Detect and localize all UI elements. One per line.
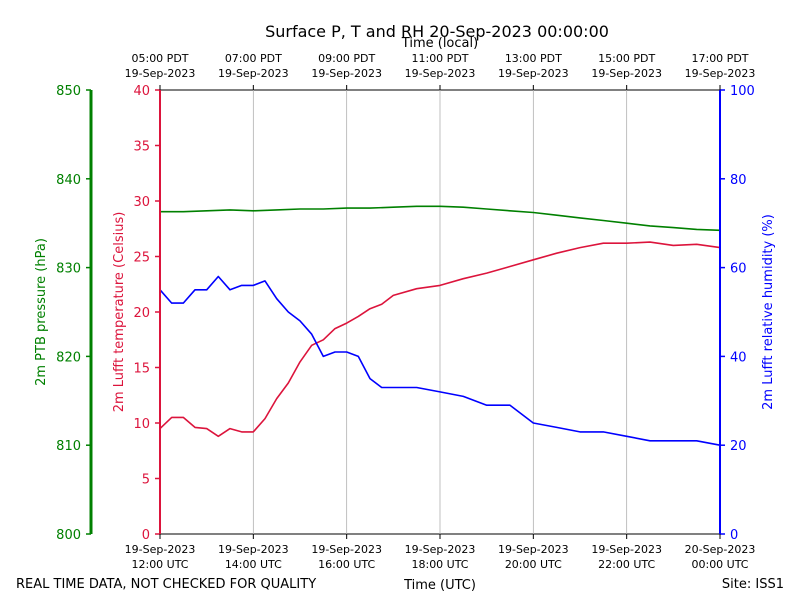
humidity-tick-label: 80: [730, 173, 747, 188]
x-bottom-tick-time: 16:00 UTC: [318, 558, 375, 571]
temperature-tick-label: 15: [133, 362, 150, 377]
x-bottom-tick-date: 19-Sep-2023: [218, 543, 289, 556]
pressure-tick-label: 840: [56, 173, 81, 188]
x-top-tick-time: 09:00 PDT: [318, 52, 375, 65]
pressure-tick-label: 810: [56, 439, 81, 454]
temperature-tick-label: 0: [142, 528, 150, 543]
x-top-tick-time: 13:00 PDT: [505, 52, 562, 65]
pressure-axis-label: 2m PTB pressure (hPa): [34, 238, 49, 386]
humidity-tick-label: 40: [730, 350, 747, 365]
x-bottom-tick-time: 00:00 UTC: [691, 558, 748, 571]
humidity-tick-label: 100: [730, 84, 755, 99]
tick-layer: 800 810 820 830 840 850 0 5 10 15 20 25 30 35 40 0 20 40 6…: [56, 52, 755, 571]
x-bottom-tick-date: 19-Sep-2023: [591, 543, 662, 556]
humidity-tick-label: 0: [730, 528, 738, 543]
x-bottom-tick-time: 20:00 UTC: [505, 558, 562, 571]
temperature-axis-label: 2m Lufft temperature (Celsius): [112, 212, 127, 413]
top-axis-label: Time (local): [401, 36, 478, 51]
humidity-tick-label: 60: [730, 262, 747, 277]
temperature-tick-label: 5: [142, 473, 150, 488]
humidity-tick-label: 20: [730, 439, 747, 454]
series-layer: [159, 205, 721, 446]
x-top-tick-time: 17:00 PDT: [691, 52, 748, 65]
x-top-tick-date: 19-Sep-2023: [311, 67, 382, 80]
humidity-axis-label: 2m Lufft relative humidity (%): [761, 214, 776, 410]
pressure-tick-label: 850: [56, 84, 81, 99]
x-bottom-tick-date: 19-Sep-2023: [125, 543, 196, 556]
chart-title: Surface P, T and RH 20-Sep-2023 00:00:00: [265, 22, 609, 41]
x-bottom-tick-time: 14:00 UTC: [225, 558, 282, 571]
x-top-tick-date: 19-Sep-2023: [498, 67, 569, 80]
humidity-series-line: [159, 275, 721, 446]
temperature-series-line: [159, 241, 721, 438]
x-bottom-tick-time: 12:00 UTC: [131, 558, 188, 571]
x-top-tick-date: 19-Sep-2023: [218, 67, 289, 80]
x-bottom-tick-time: 22:00 UTC: [598, 558, 655, 571]
x-bottom-tick-date: 19-Sep-2023: [311, 543, 382, 556]
x-bottom-tick-date: 19-Sep-2023: [498, 543, 569, 556]
x-top-tick-time: 15:00 PDT: [598, 52, 655, 65]
temperature-tick-label: 25: [133, 251, 150, 266]
x-bottom-tick-date: 19-Sep-2023: [405, 543, 476, 556]
temperature-tick-label: 30: [133, 195, 150, 210]
x-top-tick-time: 05:00 PDT: [131, 52, 188, 65]
temperature-tick-label: 35: [133, 140, 150, 155]
footer-site: Site: ISS1: [722, 577, 784, 592]
x-bottom-tick-time: 18:00 UTC: [411, 558, 468, 571]
temperature-tick-label: 20: [133, 306, 150, 321]
x-bottom-tick-date: 20-Sep-2023: [685, 543, 756, 556]
temperature-tick-label: 40: [133, 84, 150, 99]
pressure-series-line: [160, 205, 721, 232]
x-top-tick-time: 11:00 PDT: [411, 52, 468, 65]
x-top-tick-date: 19-Sep-2023: [125, 67, 196, 80]
x-top-tick-time: 07:00 PDT: [225, 52, 282, 65]
axis-layer: [89, 90, 721, 534]
x-top-tick-date: 19-Sep-2023: [591, 67, 662, 80]
grid-layer: [252, 90, 628, 534]
x-top-tick-date: 19-Sep-2023: [405, 67, 476, 80]
x-top-tick-date: 19-Sep-2023: [685, 67, 756, 80]
temperature-tick-label: 10: [133, 417, 150, 432]
pressure-tick-label: 820: [56, 350, 81, 365]
pressure-tick-label: 800: [56, 528, 81, 543]
footer-warning: REAL TIME DATA, NOT CHECKED FOR QUALITY: [16, 577, 316, 592]
bottom-axis-label: Time (UTC): [403, 578, 476, 593]
pressure-tick-label: 830: [56, 262, 81, 277]
